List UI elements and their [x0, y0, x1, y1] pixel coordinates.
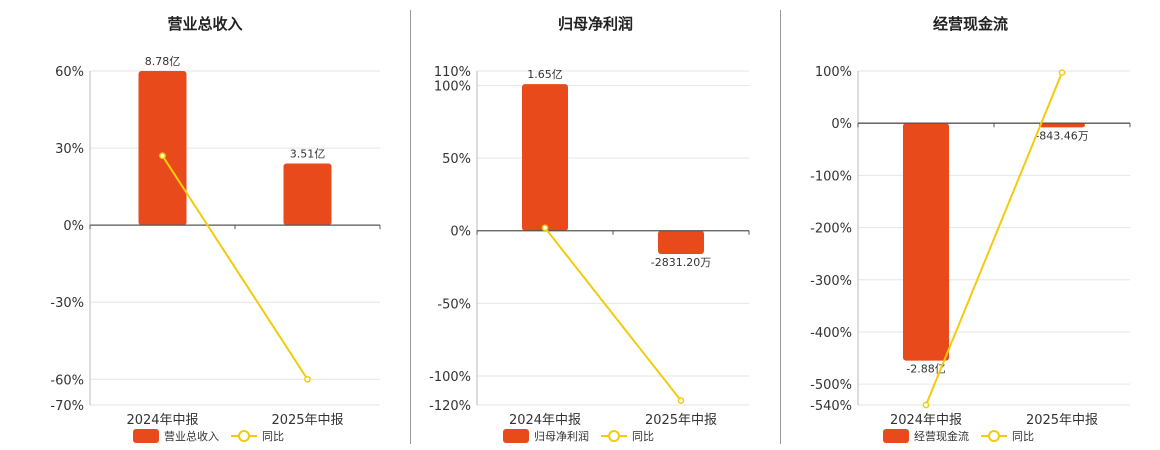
legend-bar-swatch [503, 429, 529, 443]
bar [658, 230, 704, 254]
y-tick-label: -100% [810, 169, 852, 184]
x-tick-label: 2024年中报 [509, 413, 581, 428]
chart-svg: 100% 0% -100% -200% -300% -400% -500% -540% -2.8… [810, 65, 1131, 428]
legend-bar-label: 营业总收入 [164, 430, 219, 443]
legend: 营业总收入 同比 [133, 428, 284, 444]
line-point [541, 224, 549, 232]
bar-data-label: 8.78亿 [145, 55, 181, 68]
x-tick-label: 2025年中报 [1026, 413, 1098, 428]
line-point [1058, 69, 1066, 76]
divider [780, 10, 781, 444]
bar-data-label: 1.65亿 [527, 68, 563, 81]
line-point [304, 375, 311, 383]
series-line [925, 72, 1063, 406]
legend-line-swatch [231, 429, 257, 443]
y-tick-label: -200% [810, 222, 852, 237]
chart-svg: 110%100% 50% 0% -50% -100% -120% 1.65亿 -2831.20… [429, 65, 750, 428]
y-tick-label: -30% [50, 296, 84, 311]
bar [283, 163, 332, 226]
bar [903, 123, 949, 361]
legend-bar-label: 归母净利润 [534, 430, 589, 443]
y-tick-label: 0% [63, 219, 84, 234]
y-tick-label: -540% [810, 399, 852, 414]
series-line [161, 155, 309, 380]
chart-panel-net-profit: 归母净利润 110% 100% 50% 0% -50% -100% -120% 1.65亿 -2… [411, 0, 780, 450]
legend-bar-swatch [883, 429, 909, 443]
legend-line-swatch [981, 429, 1007, 443]
x-tick-label: 2025年中报 [271, 413, 343, 428]
chart-title: 归母净利润 [557, 15, 633, 33]
legend-line-label: 同比 [632, 430, 654, 443]
bar [522, 84, 568, 231]
legend-bar-label: 经营现金流 [914, 430, 969, 443]
legend-bar-swatch [133, 429, 159, 443]
bar [1039, 123, 1085, 128]
y-tick-label: -60% [50, 373, 84, 388]
line-point [922, 401, 930, 409]
y-tick-label: -300% [810, 274, 852, 289]
legend-line-label: 同比 [262, 430, 284, 443]
legend-line-swatch [601, 429, 627, 443]
bar-data-label: -2831.20万 [651, 256, 711, 269]
y-tick-label: -120% [429, 399, 471, 414]
legend-line-label: 同比 [1012, 430, 1034, 443]
legend: 经营现金流 同比 [883, 428, 1034, 444]
bar [138, 71, 187, 226]
bar-data-label: -843.46万 [1035, 129, 1088, 142]
legend: 归母净利润 同比 [503, 428, 654, 444]
chart-svg: 60% 30% 0% -30% -60% -70% 8.78亿 3.51亿 2024年中报 202… [50, 55, 381, 428]
chart-title: 营业总收入 [167, 15, 243, 33]
y-tick-label: 110% [434, 65, 471, 80]
y-tick-label: -100% [429, 370, 471, 385]
chart-title: 经营现金流 [932, 15, 1008, 33]
bar-data-label: 3.51亿 [290, 147, 326, 160]
chart-panel-revenue: 营业总收入 60% 30% 0% -30% -60% -70% 8.78亿 3.51亿 2024… [0, 0, 410, 450]
series-line [544, 227, 682, 402]
y-tick-label: 50% [442, 152, 471, 167]
chart-panel-cash-flow: 经营现金流 100% 0% -100% -200% -300% -400% -500% -54… [781, 0, 1160, 450]
x-tick-label: 2025年中报 [645, 413, 717, 428]
y-tick-label: 0% [450, 225, 471, 240]
y-tick-label: 100% [434, 80, 471, 95]
line-point [159, 152, 166, 160]
y-tick-label: 0% [831, 117, 852, 132]
y-tick-label: -70% [50, 399, 84, 414]
y-tick-label: 60% [55, 65, 84, 80]
y-tick-label: -50% [437, 297, 471, 312]
x-tick-label: 2024年中报 [126, 413, 198, 428]
divider [410, 10, 411, 444]
y-tick-label: 30% [55, 142, 84, 157]
y-tick-label: -500% [810, 378, 852, 393]
bar-data-label: -2.88亿 [906, 363, 945, 376]
y-tick-label: 100% [815, 65, 852, 80]
x-tick-label: 2024年中报 [890, 413, 962, 428]
line-point [677, 397, 685, 404]
y-tick-label: -400% [810, 326, 852, 341]
